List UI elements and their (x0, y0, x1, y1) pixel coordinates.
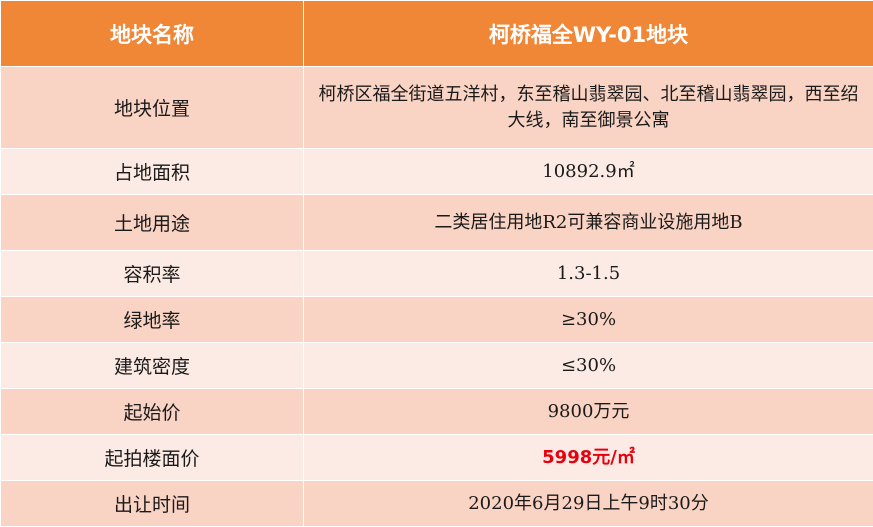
row-building-density-label: 建筑密度 (1, 343, 304, 389)
row-green-ratio-value: ≥30% (304, 297, 873, 343)
header-label: 地块名称 (1, 1, 304, 67)
row-plot-ratio: 容积率 1.3-1.5 (1, 251, 873, 297)
row-transfer-time-label: 出让时间 (1, 481, 304, 527)
row-floor-price-label: 起拍楼面价 (1, 435, 304, 481)
row-land-use-value: 二类居住用地R2可兼容商业设施用地B (304, 195, 873, 251)
row-location-label: 地块位置 (1, 67, 304, 149)
row-building-density: 建筑密度 ≤30% (1, 343, 873, 389)
row-green-ratio: 绿地率 ≥30% (1, 297, 873, 343)
row-land-use: 土地用途 二类居住用地R2可兼容商业设施用地B (1, 195, 873, 251)
row-area: 占地面积 10892.9㎡ (1, 149, 873, 195)
row-starting-price-label: 起始价 (1, 389, 304, 435)
row-starting-price-value: 9800万元 (304, 389, 873, 435)
row-floor-price: 起拍楼面价 5998元/㎡ (1, 435, 873, 481)
table-header-row: 地块名称 柯桥福全WY-01地块 (1, 1, 873, 67)
row-plot-ratio-value: 1.3-1.5 (304, 251, 873, 297)
row-location: 地块位置 柯桥区福全街道五洋村，东至稽山翡翠园、北至稽山翡翠园，西至绍大线，南至… (1, 67, 873, 149)
row-area-label: 占地面积 (1, 149, 304, 195)
row-transfer-time: 出让时间 2020年6月29日上午9时30分 (1, 481, 873, 527)
row-green-ratio-label: 绿地率 (1, 297, 304, 343)
header-parcel-name: 柯桥福全WY-01地块 (304, 1, 873, 67)
row-building-density-value: ≤30% (304, 343, 873, 389)
row-transfer-time-value: 2020年6月29日上午9时30分 (304, 481, 873, 527)
row-area-value: 10892.9㎡ (304, 149, 873, 195)
row-land-use-label: 土地用途 (1, 195, 304, 251)
row-plot-ratio-label: 容积率 (1, 251, 304, 297)
row-starting-price: 起始价 9800万元 (1, 389, 873, 435)
row-location-value: 柯桥区福全街道五洋村，东至稽山翡翠园、北至稽山翡翠园，西至绍大线，南至御景公寓 (304, 67, 873, 149)
row-floor-price-value: 5998元/㎡ (304, 435, 873, 481)
